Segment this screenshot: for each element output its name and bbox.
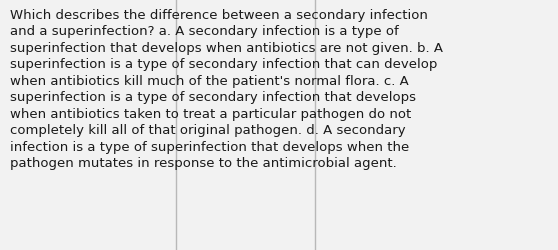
Text: Which describes the difference between a secondary infection
and a superinfectio: Which describes the difference between a…: [10, 9, 443, 170]
